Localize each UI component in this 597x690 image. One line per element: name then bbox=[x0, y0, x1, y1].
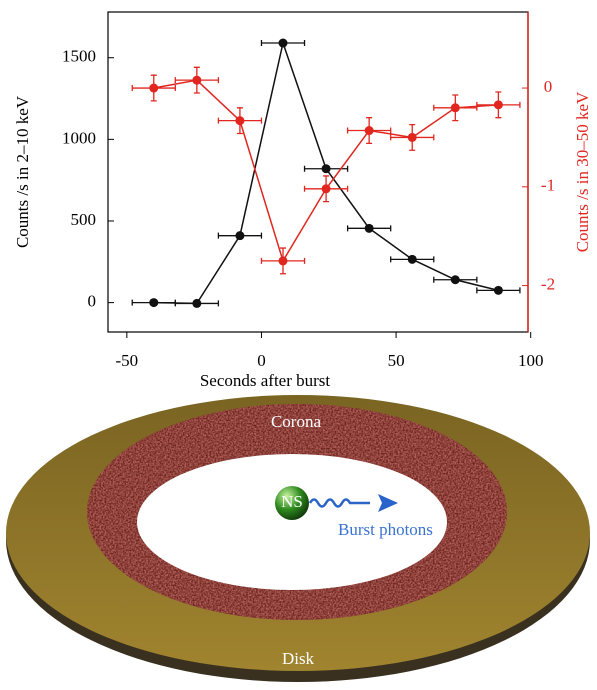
data-point bbox=[493, 285, 503, 295]
data-point bbox=[149, 83, 159, 93]
y-tick-label: 500 bbox=[71, 210, 97, 229]
y2-tick-label: -2 bbox=[541, 274, 555, 293]
photon-arrow bbox=[378, 494, 398, 512]
x-tick-label: -50 bbox=[116, 351, 139, 370]
x-tick-label: 50 bbox=[388, 351, 405, 370]
y-axis-label: Counts /s in 2–10 keV bbox=[13, 95, 32, 248]
corona-label: Corona bbox=[271, 412, 322, 431]
data-point bbox=[278, 256, 288, 266]
data-point bbox=[321, 164, 331, 174]
illustration: Corona NS Burst photons Disk bbox=[6, 395, 590, 682]
y2-tick-label: -1 bbox=[541, 176, 555, 195]
y-tick-label: 1000 bbox=[62, 128, 96, 147]
data-point bbox=[493, 100, 503, 110]
data-point bbox=[192, 298, 202, 308]
corona-hole bbox=[137, 454, 447, 590]
photons-label: Burst photons bbox=[338, 520, 433, 539]
ns-label: NS bbox=[281, 492, 303, 511]
data-point bbox=[192, 75, 202, 85]
data-point bbox=[407, 132, 417, 142]
data-point bbox=[450, 275, 460, 285]
plot-frame bbox=[107, 11, 529, 333]
x-tick-label: 0 bbox=[257, 351, 266, 370]
y2-axis-label: Counts /s in 30–50 keV bbox=[573, 91, 592, 252]
data-point bbox=[235, 116, 245, 126]
disk-label: Disk bbox=[282, 649, 315, 668]
y-tick-label: 0 bbox=[88, 292, 97, 311]
y-tick-label: 1500 bbox=[62, 47, 96, 66]
x-axis-label: Seconds after burst bbox=[200, 371, 331, 390]
y2-tick-label: 0 bbox=[544, 77, 553, 96]
x-tick-label: 100 bbox=[518, 351, 544, 370]
data-point bbox=[149, 298, 159, 308]
data-point bbox=[407, 254, 417, 264]
data-point bbox=[450, 103, 460, 113]
data-point bbox=[364, 126, 374, 136]
data-point bbox=[364, 223, 374, 233]
photon-wave bbox=[308, 498, 370, 508]
neutron-star bbox=[275, 486, 309, 520]
data-point bbox=[321, 184, 331, 194]
data-point bbox=[235, 231, 245, 241]
data-point bbox=[278, 38, 288, 48]
